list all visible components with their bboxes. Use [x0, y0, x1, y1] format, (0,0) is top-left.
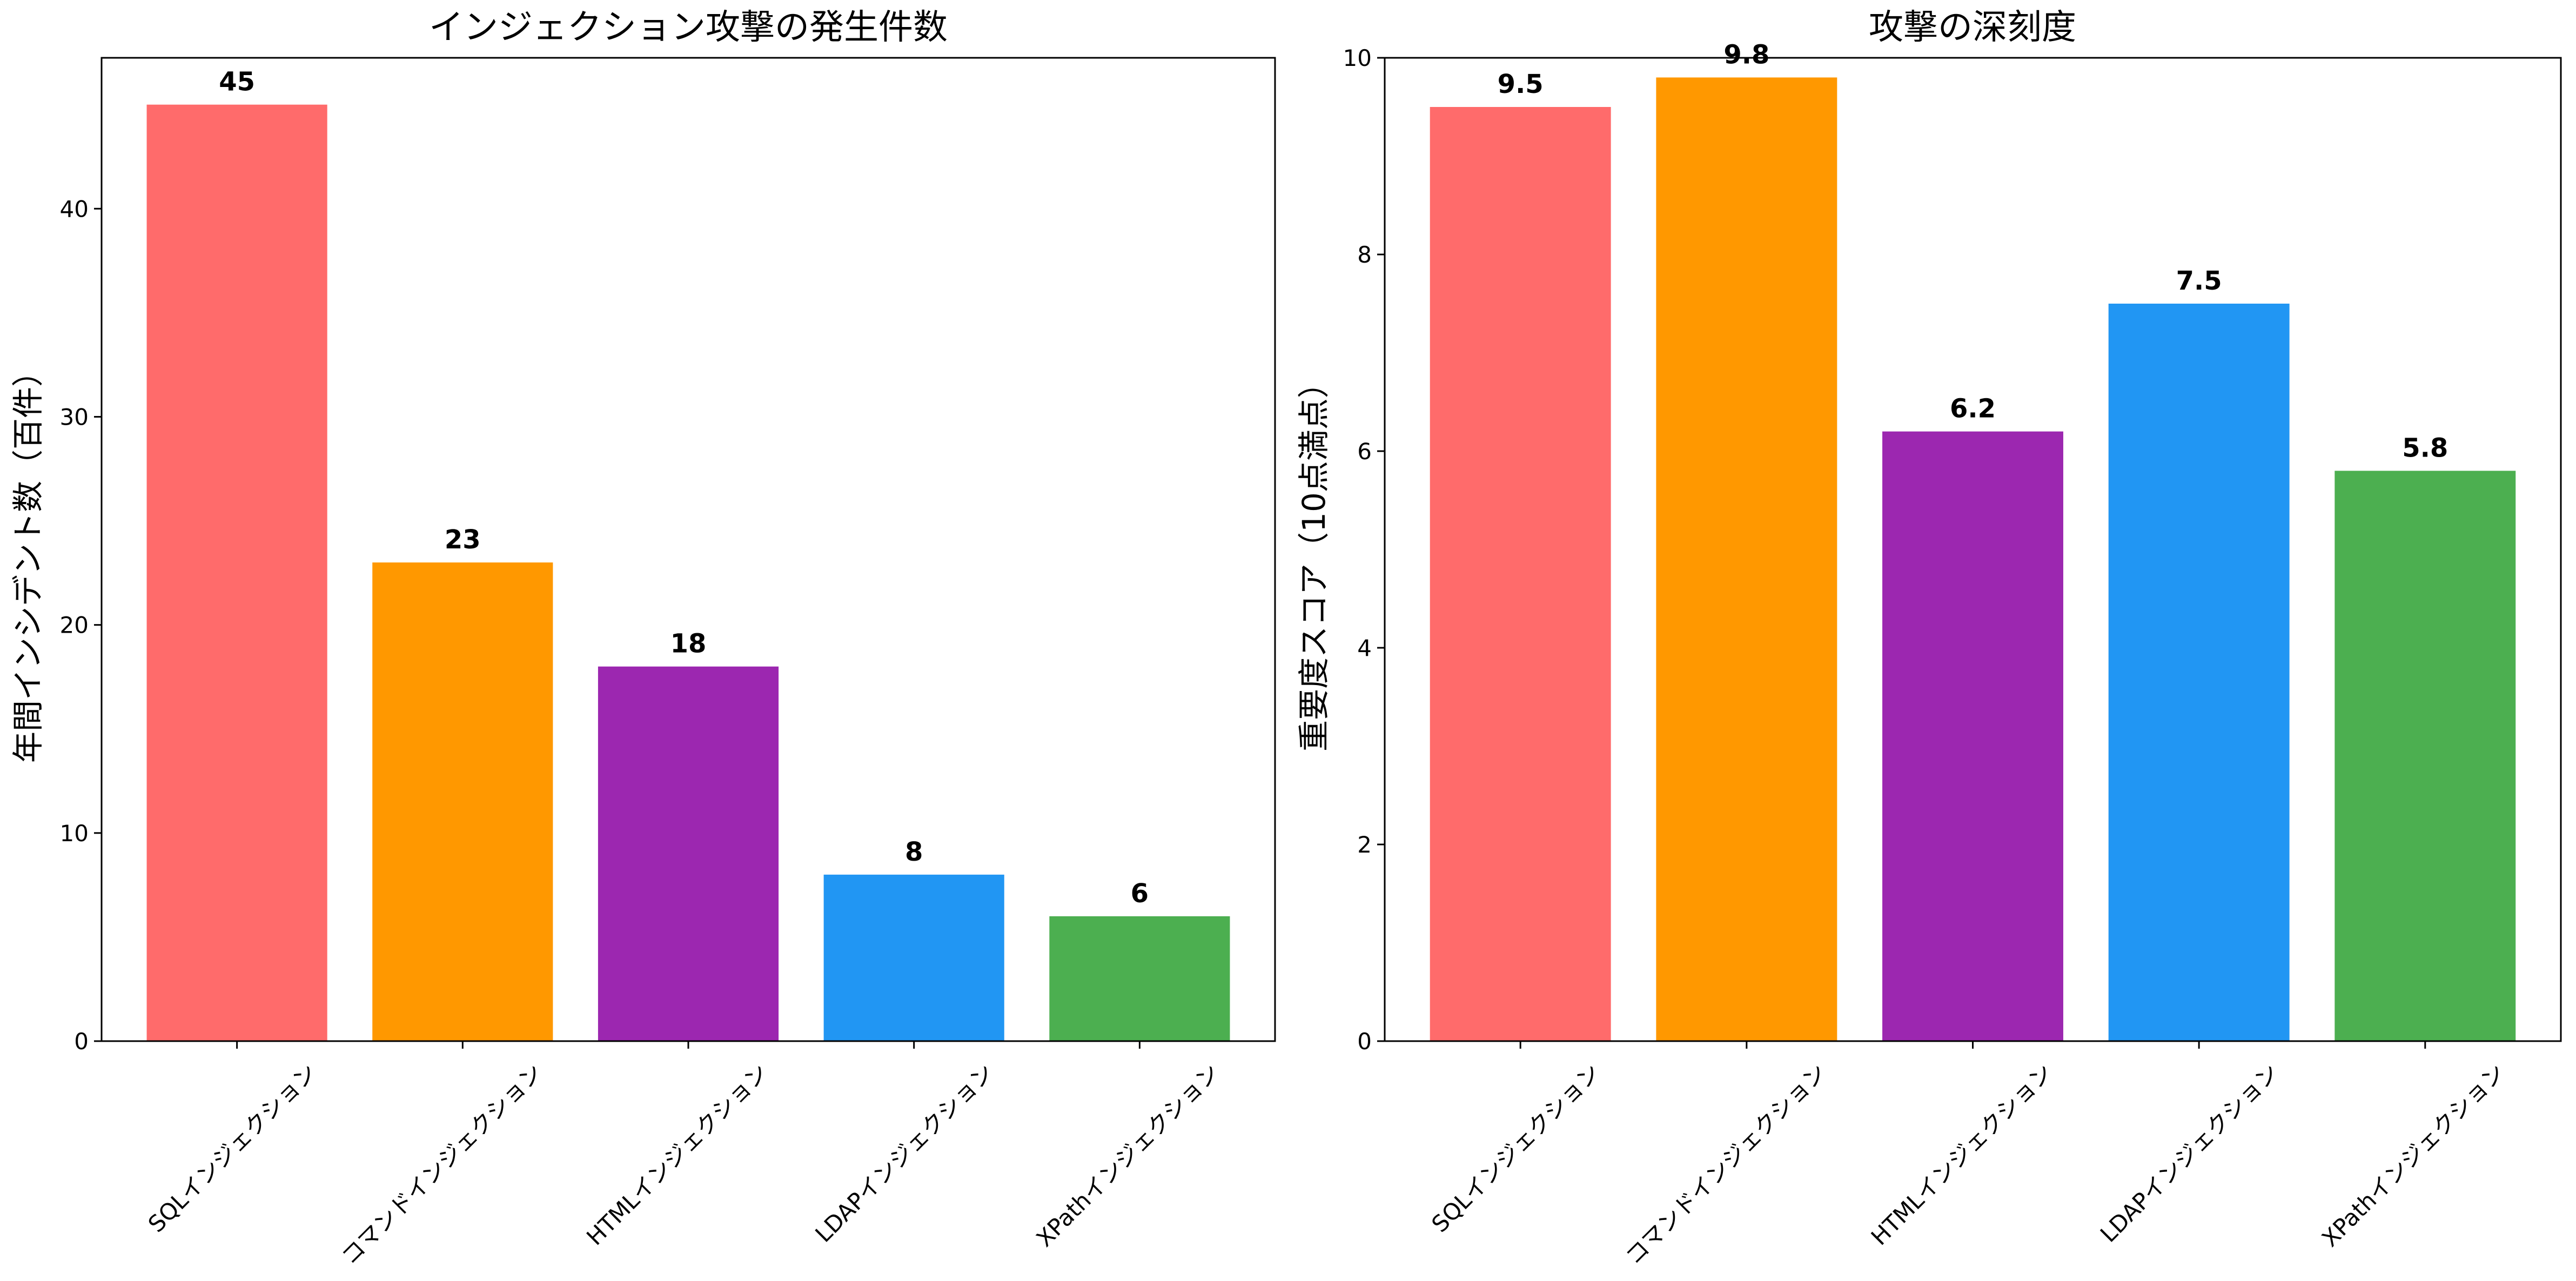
y-axis-label: 重要度スコア（10点満点） — [1296, 367, 1332, 752]
bar — [823, 874, 1004, 1041]
y-tick-label: 0 — [74, 1028, 89, 1055]
bar — [1656, 77, 1837, 1041]
data-label: 23 — [445, 525, 481, 555]
data-label: 5.8 — [2402, 433, 2448, 463]
chart-title: 攻撃の深刻度 — [1869, 8, 2076, 48]
data-label: 9.8 — [1723, 39, 1769, 70]
y-tick-label: 0 — [1357, 1028, 1372, 1055]
y-tick-label: 10 — [1343, 45, 1372, 71]
y-tick-label: 40 — [60, 196, 89, 222]
y-tick-label: 20 — [60, 612, 89, 639]
plot-frame — [100, 57, 1276, 1042]
bar — [1882, 431, 2063, 1041]
bar — [2335, 471, 2516, 1041]
bar — [2108, 304, 2290, 1041]
y-tick-label: 4 — [1357, 635, 1372, 661]
bar — [1049, 916, 1230, 1041]
data-label: 9.5 — [1498, 69, 1544, 99]
y-tick-label: 6 — [1357, 438, 1372, 465]
y-axis-label: 年間インシデント数（百件） — [10, 356, 46, 763]
bar — [1430, 107, 1611, 1041]
bar — [146, 104, 327, 1042]
bar — [372, 562, 553, 1041]
data-label: 8 — [905, 837, 923, 867]
data-label: 18 — [670, 629, 707, 659]
data-label: 45 — [219, 67, 255, 97]
y-tick-label: 2 — [1357, 831, 1372, 858]
data-label: 6 — [1131, 878, 1149, 909]
chart-title: インジェクション攻撃の発生件数 — [429, 8, 948, 48]
plot-frame — [1384, 57, 2562, 1042]
bar — [598, 666, 779, 1041]
y-tick-label: 30 — [60, 404, 89, 430]
data-label: 6.2 — [1950, 394, 1996, 424]
y-tick-label: 8 — [1357, 242, 1372, 268]
data-label: 7.5 — [2176, 266, 2222, 296]
y-tick-label: 10 — [60, 820, 89, 847]
